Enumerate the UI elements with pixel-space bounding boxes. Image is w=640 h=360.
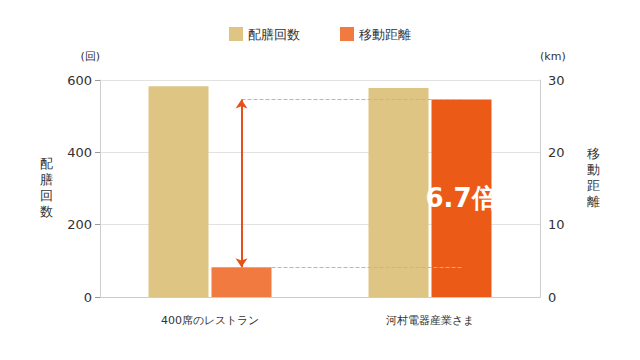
- svg-text:配: 配: [40, 156, 53, 171]
- svg-text:動: 動: [587, 162, 600, 177]
- svg-text:400: 400: [67, 145, 92, 160]
- svg-text:回: 回: [40, 188, 53, 203]
- svg-text:(回): (回): [80, 50, 100, 63]
- svg-text:数: 数: [40, 204, 53, 219]
- svg-text:30: 30: [548, 73, 565, 88]
- svg-text:距: 距: [587, 178, 600, 193]
- svg-text:0: 0: [548, 290, 556, 305]
- svg-text:河村電器産業さま: 河村電器産業さま: [386, 314, 474, 327]
- svg-text:0: 0: [84, 290, 92, 305]
- svg-text:移: 移: [587, 146, 600, 161]
- svg-text:離: 離: [587, 194, 600, 209]
- svg-text:600: 600: [67, 73, 92, 88]
- svg-text:400席のレストラン: 400席のレストラン: [161, 314, 259, 327]
- svg-text:膳: 膳: [40, 172, 53, 187]
- svg-text:6.7倍: 6.7倍: [425, 183, 497, 213]
- svg-text:200: 200: [67, 217, 92, 232]
- svg-text:配膳回数: 配膳回数: [248, 27, 300, 42]
- svg-text:移動距離: 移動距離: [359, 27, 411, 42]
- svg-text:20: 20: [548, 145, 565, 160]
- svg-text:(km): (km): [540, 50, 566, 63]
- svg-text:10: 10: [548, 217, 565, 232]
